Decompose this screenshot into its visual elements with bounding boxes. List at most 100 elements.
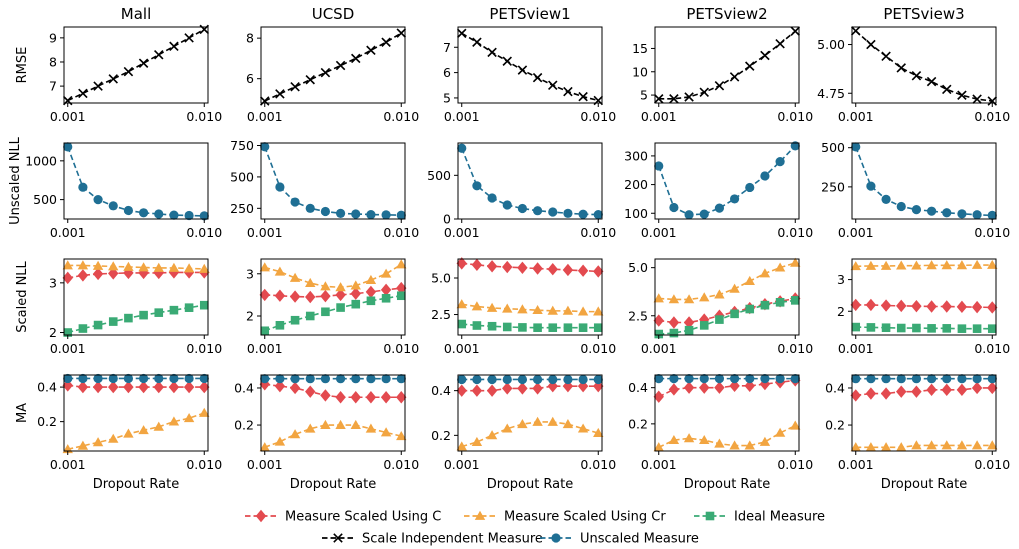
panel: 0.2 0.4 0.001 0.010 Dropout Rate <box>628 374 813 492</box>
series-line <box>264 424 402 449</box>
y-tick-label: 2.5 <box>431 307 451 322</box>
data-point <box>653 293 664 303</box>
data-point <box>153 380 164 394</box>
panel: 0.2 0.4 0.001 0.010 Dropout Rate <box>825 374 1010 492</box>
data-point <box>381 37 391 47</box>
plot-frame <box>457 26 603 104</box>
x-tick-label: 0.001 <box>50 225 86 240</box>
data-point <box>942 374 952 384</box>
data-point <box>396 374 406 384</box>
data-point <box>62 271 73 285</box>
y-tick-label: 500 <box>427 168 451 183</box>
y-tick-label: 300 <box>624 148 648 163</box>
data-point <box>593 265 604 278</box>
data-point <box>880 442 892 452</box>
data-point <box>668 383 680 396</box>
panel: 2 3 0.001 0.010 <box>246 258 419 356</box>
data-point <box>365 423 377 433</box>
data-point <box>729 440 740 450</box>
data-point <box>168 262 180 272</box>
data-point <box>153 262 164 272</box>
data-point <box>123 380 134 394</box>
data-point <box>502 374 512 385</box>
data-point <box>380 427 392 437</box>
data-point <box>774 262 786 272</box>
y-tick-label: 0.2 <box>628 416 648 431</box>
x-tick-label: 0.010 <box>186 109 222 124</box>
data-point <box>744 440 755 450</box>
data-point <box>289 290 301 303</box>
data-point <box>896 63 906 73</box>
data-point <box>350 391 361 404</box>
data-point <box>850 389 861 402</box>
plot-frame <box>457 142 603 220</box>
data-point <box>260 142 270 152</box>
data-point <box>926 300 937 313</box>
data-point <box>957 324 967 333</box>
data-point <box>911 260 922 270</box>
data-point <box>578 91 588 102</box>
data-point <box>183 412 195 423</box>
data-point <box>517 304 528 314</box>
data-point <box>563 208 573 218</box>
panel: 250 500 750 0.001 0.010 <box>230 138 419 240</box>
data-point <box>351 374 361 384</box>
y-tick-label: 0.2 <box>37 414 57 429</box>
y-tick-label: 750 <box>230 138 254 153</box>
data-point <box>715 315 724 324</box>
data-point <box>396 430 407 441</box>
data-point <box>972 94 982 104</box>
data-point <box>183 263 195 273</box>
series-line <box>460 147 599 216</box>
data-point <box>956 260 968 270</box>
data-point <box>760 50 770 61</box>
data-point <box>351 53 361 64</box>
data-point <box>517 382 528 395</box>
data-point <box>365 274 377 285</box>
data-point <box>63 373 73 384</box>
y-tick-label: 0 <box>443 212 451 227</box>
legend-marker <box>333 533 343 543</box>
panel: 5 10 15 0.001 0.010 <box>632 26 813 124</box>
data-point <box>487 321 497 331</box>
data-point <box>668 294 680 304</box>
data-point <box>745 182 755 193</box>
series-line <box>264 32 402 102</box>
x-tick-label: 0.010 <box>383 457 419 472</box>
data-point <box>108 74 118 84</box>
series-line <box>855 30 993 102</box>
data-point <box>289 429 301 439</box>
data-point <box>577 379 589 393</box>
data-point <box>472 37 482 47</box>
data-point <box>108 373 118 384</box>
x-tick-label: 0.010 <box>186 225 222 240</box>
data-point <box>123 66 134 77</box>
data-point <box>714 374 725 384</box>
data-point <box>305 74 315 85</box>
data-point <box>138 380 149 394</box>
data-point <box>987 440 998 450</box>
y-tick-label: 0.2 <box>825 418 845 433</box>
y-tick-label: 10 <box>632 64 648 79</box>
data-point <box>366 374 376 384</box>
data-point <box>290 374 300 384</box>
x-tick-label: 0.001 <box>444 109 480 124</box>
data-point <box>260 326 270 336</box>
data-point <box>320 67 331 78</box>
x-tick-label: 0.001 <box>838 225 874 240</box>
data-point <box>547 263 558 276</box>
data-point <box>881 51 891 61</box>
data-point <box>941 440 952 450</box>
plot-frame <box>654 374 800 452</box>
panel: 2.5 5.0 0.001 0.010 <box>431 257 616 356</box>
series-line <box>855 264 993 268</box>
data-point <box>321 307 330 317</box>
x-tick-label: 0.010 <box>580 457 616 472</box>
data-point <box>896 299 907 313</box>
data-point <box>593 323 603 332</box>
data-point <box>532 382 543 395</box>
x-tick-label: 0.010 <box>777 457 813 472</box>
data-point <box>774 427 786 437</box>
series-line <box>67 412 205 451</box>
data-point <box>396 291 406 301</box>
